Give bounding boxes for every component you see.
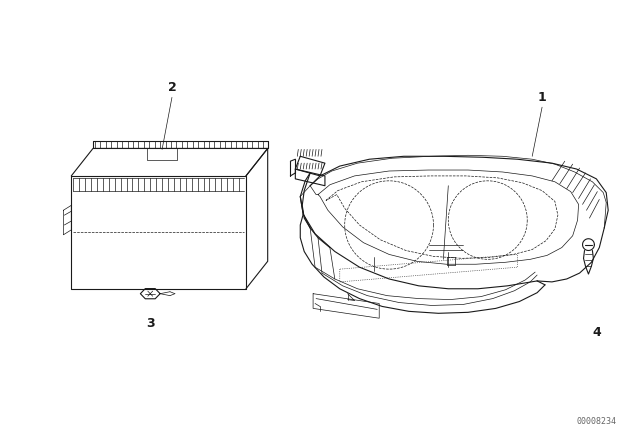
Text: 2: 2	[168, 81, 177, 94]
Text: 4: 4	[592, 327, 601, 340]
Text: 3: 3	[146, 317, 154, 330]
Text: 1: 1	[538, 91, 547, 104]
Text: 00008234: 00008234	[576, 417, 616, 426]
